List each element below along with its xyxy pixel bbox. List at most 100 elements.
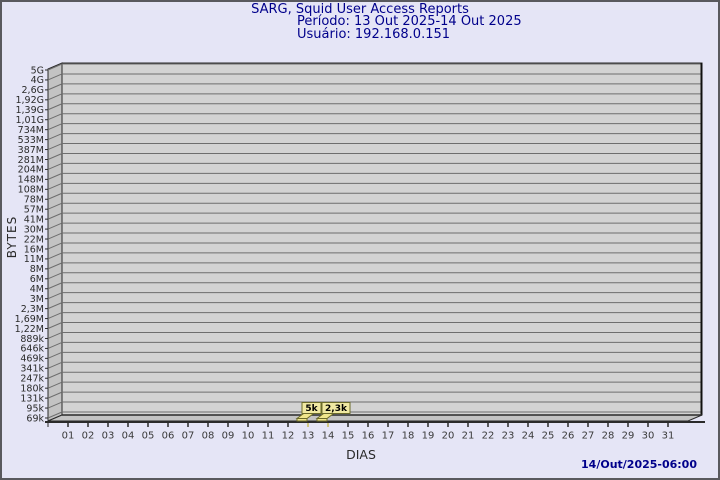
chart-floor bbox=[47, 414, 703, 422]
y-tick-label: 22M bbox=[24, 234, 44, 245]
y-tick-label: 108M bbox=[18, 185, 44, 196]
y-gridline-wall bbox=[47, 232, 63, 240]
x-tick-label: 21 bbox=[462, 431, 475, 442]
x-tick-label: 09 bbox=[222, 431, 235, 442]
x-tick-label: 23 bbox=[502, 431, 515, 442]
y-gridline-wall bbox=[47, 192, 63, 200]
x-tick-label: 22 bbox=[482, 431, 495, 442]
x-tick-label: 19 bbox=[422, 431, 435, 442]
x-tick-label: 24 bbox=[522, 431, 535, 442]
report-user: Usuário: 192.168.0.151 bbox=[297, 26, 451, 42]
y-tick-label: 4G bbox=[31, 75, 44, 86]
y-gridline-wall bbox=[47, 312, 63, 320]
y-gridline-wall bbox=[47, 361, 63, 369]
y-gridline-wall bbox=[47, 182, 63, 190]
y-axis-title: BYTES bbox=[5, 216, 19, 258]
y-tick-label: 180k bbox=[20, 383, 44, 394]
y-gridline-wall bbox=[47, 322, 63, 329]
y-tick-label: 131k bbox=[20, 393, 44, 404]
report-title: SARG, Squid User Access Reports bbox=[251, 2, 469, 17]
y-tick-label: 469k bbox=[20, 354, 44, 365]
y-tick-label: 889k bbox=[20, 334, 44, 345]
bar-value-box bbox=[301, 402, 322, 414]
y-gridline-wall bbox=[47, 331, 63, 339]
x-tick-label: 29 bbox=[622, 431, 635, 442]
y-gridline-wall bbox=[47, 212, 63, 220]
y-gridline-wall bbox=[47, 103, 63, 111]
y-tick-label: 341k bbox=[20, 364, 44, 375]
y-tick-label: 8M bbox=[30, 264, 44, 275]
report-period: Período: 13 Out 2025-14 Out 2025 bbox=[297, 14, 522, 30]
y-tick-label: 1,69M bbox=[15, 314, 44, 325]
y-gridline-wall bbox=[47, 292, 63, 300]
generation-timestamp: 14/Out/2025-06:00 bbox=[581, 458, 697, 471]
x-tick-label: 02 bbox=[82, 431, 95, 442]
x-tick-label: 03 bbox=[102, 431, 115, 442]
y-gridline-wall bbox=[47, 282, 63, 290]
x-tick-label: 28 bbox=[602, 431, 615, 442]
y-tick-label: 6M bbox=[30, 274, 44, 285]
y-gridline-wall bbox=[47, 401, 63, 409]
y-gridline-wall bbox=[47, 371, 63, 379]
report-header: SARG, Squid User Access Reports Período:… bbox=[0, 2, 720, 42]
y-gridline-wall bbox=[47, 391, 63, 399]
x-tick-label: 16 bbox=[362, 431, 375, 442]
x-tick-label: 13 bbox=[302, 431, 315, 442]
y-tick-label: 1,92G bbox=[15, 95, 44, 106]
y-gridline-wall bbox=[47, 272, 63, 280]
y-tick-label: 281M bbox=[18, 155, 44, 166]
x-tick-label: 08 bbox=[202, 431, 215, 442]
y-tick-label: 3M bbox=[30, 294, 44, 305]
x-tick-label: 01 bbox=[62, 431, 75, 442]
y-gridline-wall bbox=[47, 341, 63, 349]
y-tick-label: 1,39G bbox=[15, 105, 44, 116]
y-gridline-wall bbox=[47, 93, 63, 101]
y-gridline-wall bbox=[47, 153, 63, 160]
x-tick-label: 25 bbox=[542, 431, 555, 442]
y-gridline-wall bbox=[47, 83, 63, 91]
y-gridline-wall bbox=[47, 252, 63, 260]
x-tick-label: 18 bbox=[402, 431, 415, 442]
y-gridline-wall bbox=[47, 411, 63, 419]
x-tick-label: 04 bbox=[122, 431, 135, 442]
x-tick-label: 15 bbox=[342, 431, 355, 442]
x-tick-label: 06 bbox=[162, 431, 175, 442]
bar-value-label: 5k bbox=[305, 404, 318, 414]
x-tick-label: 27 bbox=[582, 431, 595, 442]
y-gridline-wall bbox=[47, 262, 63, 270]
x-tick-label: 31 bbox=[662, 431, 675, 442]
y-tick-label: 5G bbox=[31, 65, 44, 76]
y-gridline-wall bbox=[47, 302, 63, 310]
x-axis-title: DIAS bbox=[346, 447, 376, 462]
y-gridline-wall bbox=[47, 113, 63, 121]
y-tick-label: 1,01G bbox=[15, 115, 44, 126]
y-gridline-wall bbox=[47, 172, 63, 180]
y-gridline-wall bbox=[47, 63, 63, 71]
y-tick-label: 533M bbox=[18, 135, 44, 146]
y-tick-label: 204M bbox=[18, 165, 44, 176]
y-tick-label: 57M bbox=[24, 205, 44, 216]
x-tick-label: 14 bbox=[322, 431, 335, 442]
x-tick-label: 07 bbox=[182, 431, 195, 442]
y-tick-label: 247k bbox=[20, 374, 44, 385]
y-tick-label: 387M bbox=[18, 145, 44, 156]
y-tick-label: 30M bbox=[24, 224, 44, 235]
y-tick-label: 2,6G bbox=[22, 85, 44, 96]
y-gridline-wall bbox=[47, 162, 63, 170]
y-tick-label: 11M bbox=[24, 254, 44, 265]
y-gridline-wall bbox=[47, 242, 63, 250]
x-tick-label: 05 bbox=[142, 431, 155, 442]
y-tick-label: 2,3M bbox=[21, 304, 44, 315]
y-gridline-wall bbox=[47, 202, 63, 210]
x-tick-label: 11 bbox=[262, 431, 275, 442]
y-gridline-wall bbox=[47, 73, 63, 81]
y-tick-label: 734M bbox=[18, 125, 44, 136]
x-tick-label: 17 bbox=[382, 431, 395, 442]
y-tick-label: 95k bbox=[26, 403, 44, 414]
y-gridline-wall bbox=[47, 381, 63, 389]
y-tick-label: 78M bbox=[24, 195, 44, 206]
y-tick-label: 4M bbox=[30, 284, 44, 295]
y-gridline-wall bbox=[47, 133, 63, 141]
y-gridline-wall bbox=[47, 123, 63, 131]
